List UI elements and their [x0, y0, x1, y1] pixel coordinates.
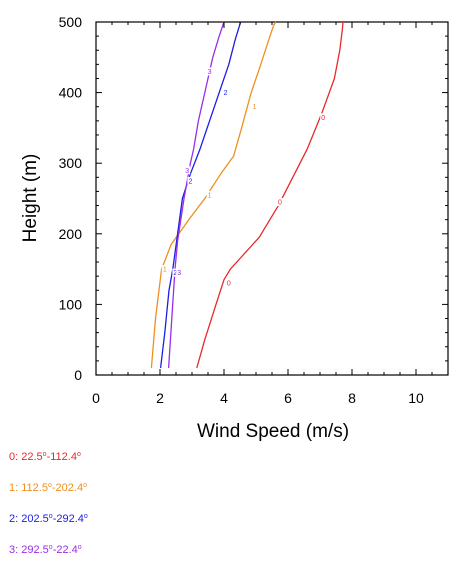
line-label-3: 3: [177, 270, 181, 277]
line-label-3: 3: [185, 168, 189, 175]
line-label-bg: [225, 279, 232, 288]
degree-symbol: o: [42, 451, 47, 458]
line-label-bg: [222, 88, 229, 97]
series-line-3: [167, 21, 225, 368]
series-line-1: [150, 21, 277, 368]
legend-entry-range-end: -202.4: [51, 482, 84, 494]
line-label-2: 2: [188, 178, 192, 185]
legend-entry-range-start: 292.5: [21, 544, 49, 556]
degree-symbol: o: [83, 513, 88, 520]
y-tick-label: 0: [74, 367, 82, 383]
degree-symbol: o: [48, 544, 53, 551]
legend-entry-range-end: -22.4: [52, 544, 78, 556]
degree-symbol: o: [47, 482, 52, 489]
legend-entry-2: 2: 202.5o-292.4o: [9, 513, 88, 525]
line-label-bg: [184, 166, 191, 175]
line-label-bg: [206, 190, 213, 199]
line-label-1: 1: [252, 104, 256, 111]
x-tick-label: 4: [220, 390, 228, 406]
legend-entry-index: 0: [9, 451, 16, 463]
y-tick-label: 400: [59, 85, 83, 101]
x-tick-label: 6: [284, 390, 292, 406]
y-tick-label: 100: [59, 296, 83, 312]
plot-frame: [95, 21, 449, 376]
legend-entry-1: 1: 112.5o-202.4o: [9, 482, 87, 494]
y-tick-label: 500: [59, 14, 83, 30]
legend-entry-range-start: 22.5: [21, 451, 43, 463]
y-tick-label: 200: [59, 226, 83, 242]
y-tick-label: 300: [59, 155, 83, 171]
legend-entry-index: 3: [9, 544, 16, 556]
degree-symbol: o: [48, 513, 53, 520]
x-tick-label: 10: [408, 390, 424, 406]
line-label-bg: [251, 102, 258, 111]
degree-symbol: o: [83, 482, 87, 489]
line-label-bg: [176, 268, 183, 277]
line-label-0: 0: [321, 115, 325, 122]
line-label-1: 1: [163, 267, 167, 274]
y-axis-title: Height (m): [20, 154, 41, 243]
degree-symbol: o: [77, 544, 82, 551]
line-label-2: 2: [173, 270, 177, 277]
line-label-1: 1: [208, 192, 212, 199]
series-line-2: [159, 21, 242, 368]
x-tick-label: 0: [92, 390, 100, 406]
legend-entry-index: 1: [9, 482, 16, 494]
line-label-bg: [320, 113, 327, 122]
line-label-bg: [187, 176, 194, 185]
line-label-3: 3: [208, 69, 212, 76]
legend-entry-range-end: -112.4: [46, 451, 77, 463]
line-label-bg: [161, 265, 168, 274]
legend-entry-range-start: 202.5: [21, 513, 49, 525]
legend-entry-range-start: 112.5: [21, 482, 48, 494]
line-label-bg: [206, 67, 213, 76]
x-axis-title: Wind Speed (m/s): [197, 421, 349, 442]
line-label-2: 2: [224, 90, 228, 97]
legend: 0: 22.5o-112.4o 1: 112.5o-202.4o 2: 202.5o…: [9, 451, 88, 576]
x-tick-label: 2: [156, 390, 164, 406]
line-label-0: 0: [227, 281, 231, 288]
legend-entry-0: 0: 22.5o-112.4o: [9, 451, 81, 463]
line-label-bg: [172, 268, 179, 277]
x-tick-label: 8: [348, 390, 356, 406]
line-label-bg: [277, 198, 283, 207]
plot-area: [95, 21, 449, 376]
line-label-0: 0: [278, 200, 282, 207]
legend-entry-range-end: -292.4: [52, 513, 84, 525]
degree-symbol: o: [76, 451, 81, 458]
legend-entry-index: 2: [9, 513, 16, 525]
legend-entry-3: 3: 292.5o-22.4o: [9, 544, 82, 556]
